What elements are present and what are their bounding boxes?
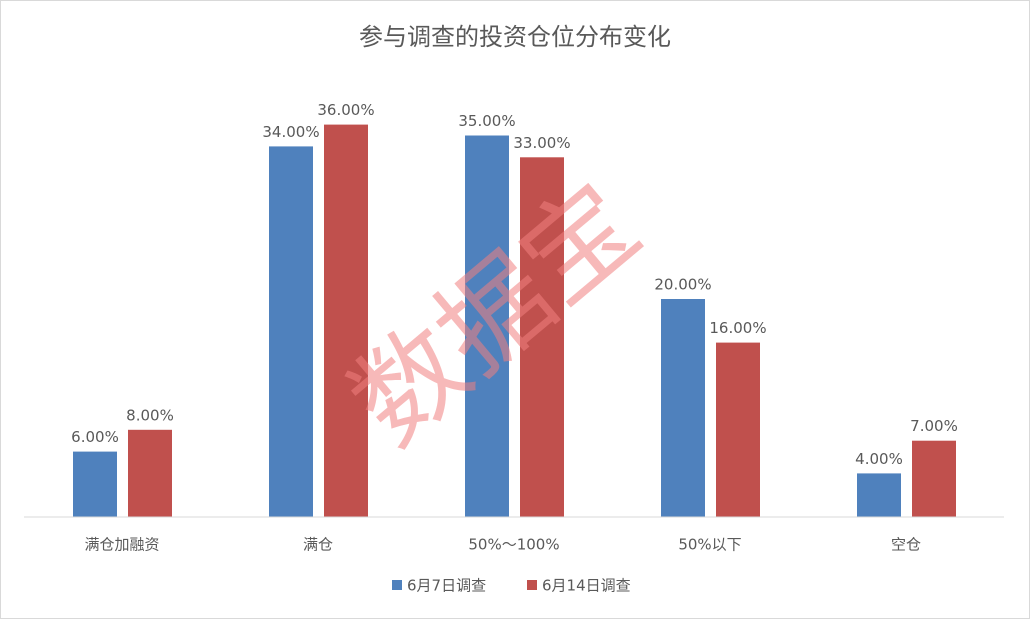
bar <box>269 146 313 517</box>
data-label: 8.00% <box>126 406 174 424</box>
legend-swatch <box>392 580 402 590</box>
x-tick-label: 50%以下 <box>678 536 741 554</box>
data-label: 4.00% <box>855 450 903 468</box>
legend-label: 6月7日调查 <box>407 577 486 595</box>
x-tick-label: 50%～100% <box>468 536 559 554</box>
chart-title: 参与调查的投资仓位分布变化 <box>359 23 671 51</box>
legend-swatch <box>527 580 537 590</box>
data-label: 36.00% <box>317 101 374 119</box>
bar <box>128 429 172 517</box>
bar <box>661 299 705 517</box>
bar <box>912 440 956 517</box>
legend-label: 6月14日调查 <box>542 577 631 595</box>
data-label: 35.00% <box>458 112 515 130</box>
bar <box>73 451 117 517</box>
bar <box>520 157 564 518</box>
x-tick-label: 满仓 <box>303 536 333 554</box>
x-tick-label: 满仓加融资 <box>84 536 159 554</box>
bar <box>716 342 760 517</box>
data-label: 7.00% <box>910 417 958 435</box>
data-label: 34.00% <box>262 123 319 141</box>
x-tick-label: 空仓 <box>891 536 921 554</box>
data-label: 33.00% <box>513 134 570 152</box>
data-label: 20.00% <box>654 276 711 294</box>
data-label: 16.00% <box>709 319 766 337</box>
bar <box>465 135 509 517</box>
bar <box>324 124 368 517</box>
bar <box>857 473 901 517</box>
data-label: 6.00% <box>71 428 119 446</box>
